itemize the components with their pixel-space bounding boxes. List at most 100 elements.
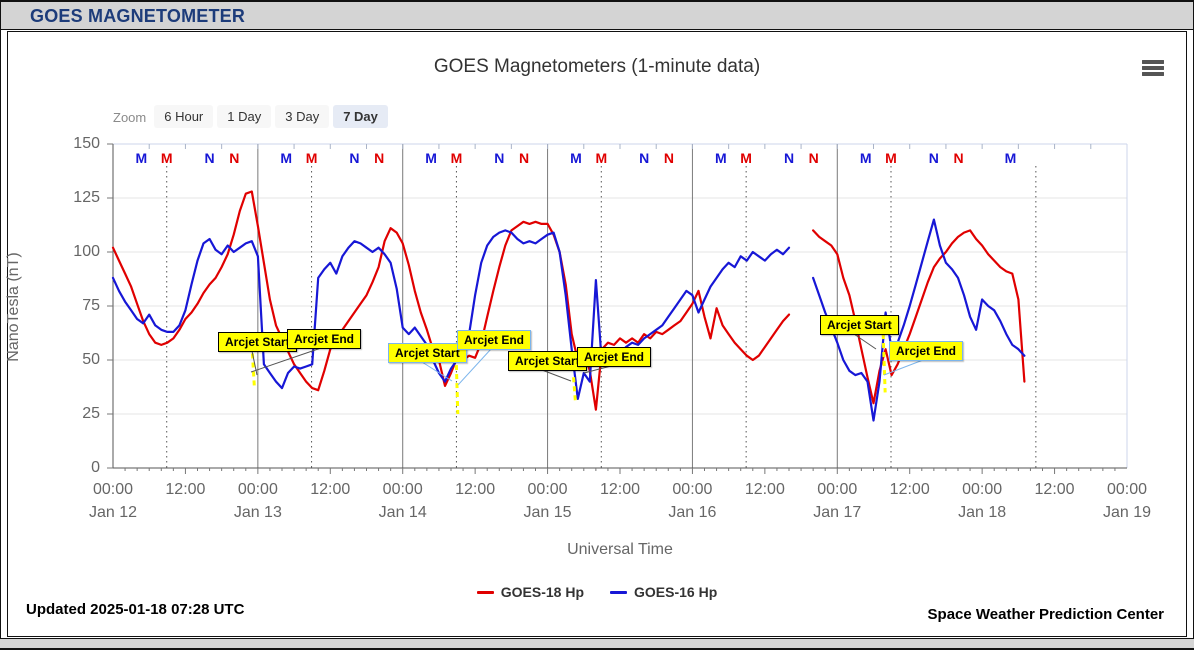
satellite-marker-letter: N <box>954 150 964 166</box>
chart-panel <box>7 31 1187 637</box>
zoom-button-3-day[interactable]: 3 Day <box>275 105 330 128</box>
satellite-marker-letter: N <box>519 150 529 166</box>
page-title: GOES MAGNETOMETER <box>30 6 246 26</box>
legend-line-swatch <box>610 590 627 594</box>
x-tick-label-date: Jan 17 <box>813 504 862 521</box>
x-tick-label-date: Jan 18 <box>958 504 1007 521</box>
flag-callout-line <box>421 361 453 382</box>
x-tick-label-time: 00:00 <box>92 481 134 498</box>
zoom-button-1-day[interactable]: 1 Day <box>217 105 272 128</box>
satellite-marker-letter: N <box>374 150 384 166</box>
series-line-goes18 <box>111 190 1026 411</box>
zoom-range-selector: Zoom 6 Hour 1 Day 3 Day 7 Day <box>113 105 392 129</box>
y-tick-label: 75 <box>82 297 100 314</box>
x-tick-label-time: 00:00 <box>672 481 713 498</box>
x-tick-label-time: 12:00 <box>1034 481 1075 498</box>
satellite-marker-letter: M <box>595 150 607 166</box>
satellite-marker-letter: M <box>570 150 582 166</box>
arcjet-flag-arcjet-end[interactable]: Arcjet End <box>577 347 652 367</box>
flag-callout-line <box>853 333 877 350</box>
satellite-marker-letter: N <box>494 150 504 166</box>
updated-timestamp: Updated 2025-01-18 07:28 UTC <box>26 601 245 618</box>
arcjet-flag-arcjet-end[interactable]: Arcjet End <box>287 329 362 349</box>
satellite-marker-letter: N <box>809 150 819 166</box>
zoom-button-7-day[interactable]: 7 Day <box>333 105 388 128</box>
satellite-marker-letter: N <box>784 150 794 166</box>
x-tick-label-date: Jan 19 <box>1102 504 1152 521</box>
flag-callout-line <box>541 369 572 382</box>
y-tick-label: 150 <box>73 135 100 152</box>
arcjet-event-trace <box>881 334 887 393</box>
legend-item-goes-18-hp[interactable]: GOES-18 Hp <box>476 584 584 600</box>
satellite-marker-letter: M <box>1005 150 1017 166</box>
x-tick-label-time: 12:00 <box>165 481 206 498</box>
arcjet-flag-arcjet-start[interactable]: Arcjet Start <box>388 343 467 363</box>
arcjet-event-trace <box>572 377 578 404</box>
chart-title: GOES Magnetometers (1-minute data) <box>433 56 761 77</box>
x-tick-label-date: Jan 13 <box>233 504 282 521</box>
x-tick-label-time: 12:00 <box>310 481 351 498</box>
x-tick-label-date: Jan 12 <box>88 504 138 521</box>
x-tick-label-date: Jan 15 <box>523 504 572 521</box>
arcjet-flag-arcjet-start[interactable]: Arcjet Start <box>508 351 587 371</box>
zoom-button-6-hour[interactable]: 6 Hour <box>154 105 214 128</box>
flag-callout-line <box>457 348 492 386</box>
satellite-marker-letter: M <box>740 150 752 166</box>
x-tick-label-time: 12:00 <box>455 481 496 498</box>
satellite-marker-letter: N <box>229 150 239 166</box>
x-tick-label-time: 00:00 <box>237 481 278 498</box>
x-tick-label-time: 00:00 <box>817 481 858 498</box>
y-tick-label: 100 <box>73 243 100 260</box>
flag-callout-line <box>883 359 924 376</box>
x-axis-title: Universal Time <box>567 541 673 558</box>
chart-context-menu-icon[interactable] <box>1142 60 1166 78</box>
arcjet-flag-arcjet-start[interactable]: Arcjet Start <box>218 332 297 352</box>
arcjet-flag-arcjet-start[interactable]: Arcjet Start <box>820 315 899 335</box>
source-attribution: Space Weather Prediction Center <box>927 606 1164 623</box>
y-tick-label: 25 <box>82 405 100 422</box>
legend-label: GOES-16 Hp <box>634 584 718 600</box>
satellite-marker-letter: M <box>425 150 437 166</box>
x-tick-label-time: 12:00 <box>744 481 785 498</box>
series-line-goes16 <box>111 218 1026 422</box>
y-tick-label: 50 <box>82 351 100 368</box>
satellite-marker-letter: M <box>136 150 148 166</box>
satellite-marker-letter: N <box>664 150 674 166</box>
satellite-marker-letter: M <box>715 150 727 166</box>
y-tick-label: 0 <box>91 459 100 476</box>
legend-label: GOES-18 Hp <box>500 584 584 600</box>
x-tick-label-time: 00:00 <box>1106 481 1148 498</box>
x-tick-label-time: 00:00 <box>527 481 568 498</box>
flag-callout-line <box>251 350 258 376</box>
satellite-marker-letter: M <box>860 150 872 166</box>
page-footer-bar <box>0 638 1194 650</box>
x-tick-label-date: Jan 14 <box>378 504 427 521</box>
satellite-marker-letter: N <box>349 150 359 166</box>
satellite-marker-letter: N <box>639 150 649 166</box>
x-tick-label-date: Jan 16 <box>668 504 717 521</box>
page-left-edge <box>0 0 1 650</box>
arcjet-event-trace <box>250 353 256 389</box>
x-tick-label-time: 12:00 <box>889 481 930 498</box>
satellite-marker-letter: M <box>306 150 318 166</box>
satellite-marker-letter: N <box>929 150 939 166</box>
x-tick-label-time: 00:00 <box>962 481 1003 498</box>
x-tick-label-time: 00:00 <box>382 481 423 498</box>
zoom-label: Zoom <box>113 109 147 125</box>
arcjet-flag-arcjet-end[interactable]: Arcjet End <box>889 341 964 361</box>
satellite-marker-letter: M <box>885 150 897 166</box>
page-header-bar: GOES MAGNETOMETER <box>0 0 1194 30</box>
satellite-marker-letter: N <box>205 150 215 166</box>
satellite-marker-letter: M <box>451 150 463 166</box>
flag-callout-line <box>250 347 322 373</box>
flag-callout-line <box>583 365 612 374</box>
satellite-marker-letter: M <box>161 150 173 166</box>
legend-line-swatch <box>476 590 494 594</box>
x-tick-label-time: 12:00 <box>599 481 641 498</box>
y-tick-label: 125 <box>73 189 100 206</box>
satellite-marker-letter: M <box>280 150 292 166</box>
legend: GOES-18 Hp GOES-16 Hp <box>0 584 1194 600</box>
arcjet-flag-arcjet-end[interactable]: Arcjet End <box>457 330 532 350</box>
legend-item-goes-16-hp[interactable]: GOES-16 Hp <box>610 584 717 600</box>
